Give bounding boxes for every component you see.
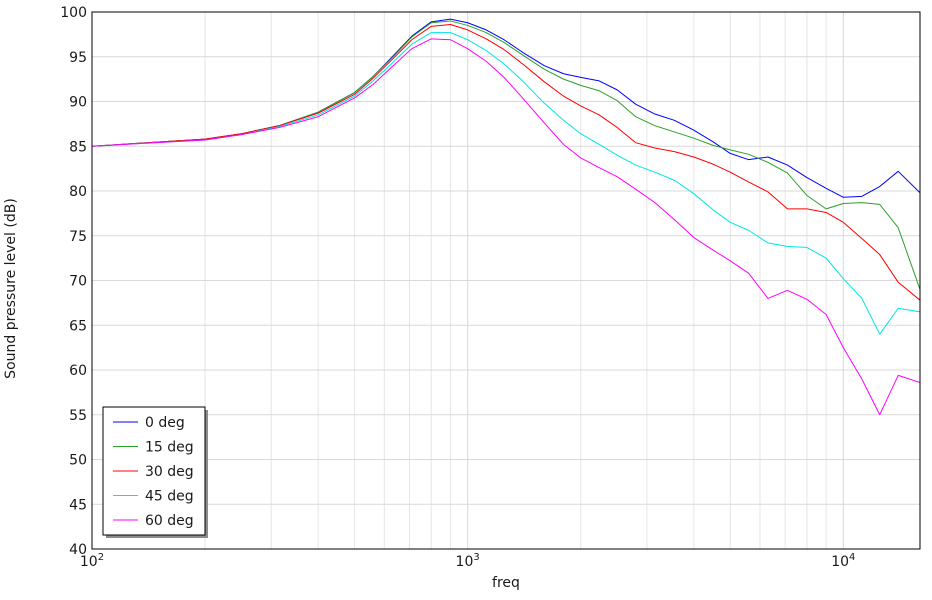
series-line-15-deg: [91, 20, 921, 290]
plot-frame: [91, 11, 921, 550]
y-axis-title: Sound pressure level (dB): [3, 198, 19, 379]
y-tick-label: 65: [69, 318, 87, 334]
y-tick-label: 90: [69, 95, 87, 111]
legend-label: 60 deg: [145, 513, 194, 529]
y-tick-label: 95: [69, 50, 87, 66]
series-line-60-deg: [91, 38, 921, 416]
x-tick-label: 103: [456, 552, 480, 570]
y-tick-label: 85: [69, 139, 87, 155]
y-tick-label: 80: [69, 184, 87, 200]
x-tick-label: 102: [80, 552, 104, 570]
series-line-45-deg: [91, 32, 921, 335]
y-tick-label: 60: [69, 363, 87, 379]
x-axis-title: freq: [492, 575, 520, 591]
x-tick-label: 104: [831, 552, 855, 570]
legend-label: 15 deg: [145, 440, 194, 456]
series-line-30-deg: [91, 24, 921, 301]
y-tick-label: 40: [69, 542, 87, 558]
legend-label: 0 deg: [145, 415, 185, 431]
legend: 0 deg 15 deg 30 deg 45 deg 60 deg: [102, 406, 208, 538]
y-tick-label: 70: [69, 274, 87, 290]
tick-labels: 40 45 50 55 60 65 70 75 80 85 90 95 100 102 103 104: [60, 5, 855, 570]
y-tick-label: 45: [69, 497, 87, 513]
y-tick-label: 75: [69, 229, 87, 245]
legend-label: 30 deg: [145, 464, 194, 480]
y-tick-label: 100: [60, 5, 87, 21]
y-tick-label: 55: [69, 408, 87, 424]
legend-label: 45 deg: [145, 489, 194, 505]
series-lines: [91, 18, 921, 416]
y-tick-label: 50: [69, 453, 87, 469]
